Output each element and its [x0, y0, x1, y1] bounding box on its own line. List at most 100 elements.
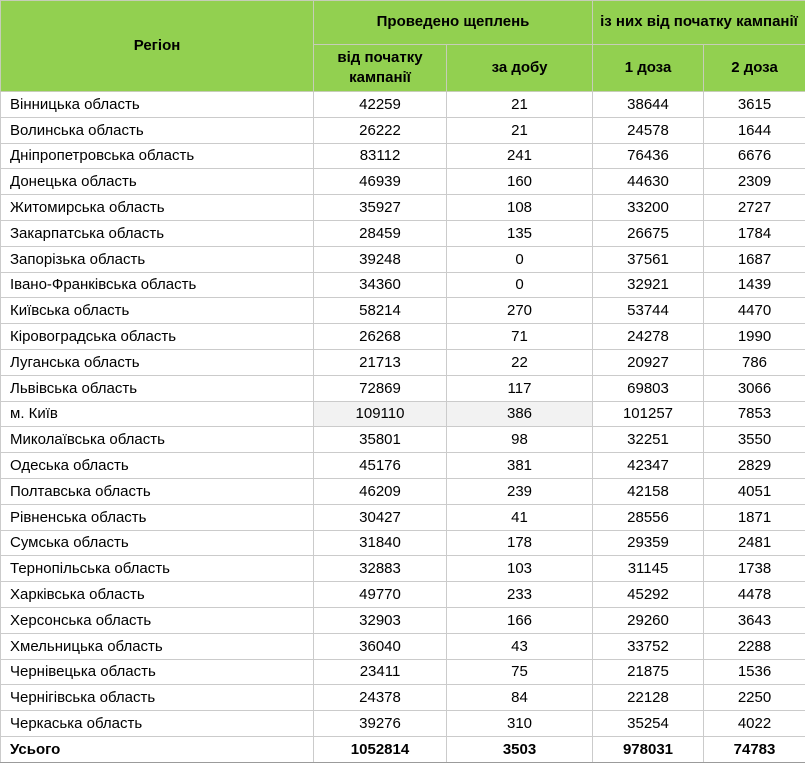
table-row: Рівненська область 30427 41 28556 1871: [0, 503, 805, 531]
per-day-cell: 233: [446, 581, 593, 608]
campaign-total-cell: 21713: [313, 348, 447, 376]
region-cell: Одеська область: [0, 452, 314, 479]
per-day-cell: 270: [446, 297, 593, 325]
dose1-cell: 31145: [592, 555, 704, 583]
table-footer: Усього 1052814 3503 978031 74783: [0, 736, 805, 763]
header-dose2: 2 доза: [703, 44, 805, 92]
per-day-cell: 386: [446, 400, 593, 428]
per-day-cell: 135: [446, 219, 593, 247]
dose2-cell: 1439: [703, 271, 805, 299]
per-day-cell: 98: [446, 426, 593, 454]
region-cell: Рівненська область: [0, 503, 314, 531]
campaign-total-cell: 35801: [313, 426, 447, 454]
table-row: Сумська область 31840 178 29359 2481: [0, 529, 805, 557]
campaign-total-cell: 32903: [313, 606, 447, 634]
region-cell: Львівська область: [0, 374, 314, 402]
per-day-cell: 108: [446, 194, 593, 221]
region-cell: Луганська область: [0, 348, 314, 376]
per-day-cell: 22: [446, 348, 593, 376]
dose2-cell: 2727: [703, 194, 805, 221]
dose2-cell: 786: [703, 348, 805, 376]
table-row: Київська область 58214 270 53744 4470: [0, 297, 805, 325]
region-cell: Черкаська область: [0, 710, 314, 738]
campaign-total-cell: 32883: [313, 555, 447, 583]
dose1-cell: 28556: [592, 503, 704, 531]
campaign-total-cell: 49770: [313, 581, 447, 608]
table-row: Тернопільська область 32883 103 31145 1738: [0, 555, 805, 583]
table-body: Вінницька область 42259 21 38644 3615 Волинсь…: [0, 91, 805, 738]
dose1-cell: 35254: [592, 710, 704, 738]
dose1-cell: 37561: [592, 245, 704, 273]
table-row: Кіровоградська область 26268 71 24278 1990: [0, 323, 805, 350]
table-row: Луганська область 21713 22 20927 786: [0, 348, 805, 376]
region-cell: Дніпропетровська область: [0, 142, 314, 170]
campaign-total-cell: 31840: [313, 529, 447, 557]
region-cell: Київська область: [0, 297, 314, 325]
table-row: Вінницька область 42259 21 38644 3615: [0, 91, 805, 118]
dose1-cell: 45292: [592, 581, 704, 608]
per-day-cell: 71: [446, 323, 593, 350]
table-row: Запорізька область 39248 0 37561 1687: [0, 245, 805, 273]
table-row: Черкаська область 39276 310 35254 4022: [0, 710, 805, 738]
campaign-total-cell: 46939: [313, 168, 447, 196]
table-row: Харківська область 49770 233 45292 4478: [0, 581, 805, 608]
header-since-campaign: від початку кампанії: [313, 44, 447, 92]
dose2-cell: 1784: [703, 219, 805, 247]
table-row: Дніпропетровська область 83112 241 76436 667…: [0, 142, 805, 170]
header-region: Регіон: [0, 0, 314, 92]
region-cell: Чернівецька область: [0, 658, 314, 686]
per-day-cell: 241: [446, 142, 593, 170]
dose2-cell: 6676: [703, 142, 805, 170]
campaign-total-cell: 35927: [313, 194, 447, 221]
total-campaign-value: 1052814: [313, 736, 447, 763]
dose2-cell: 2481: [703, 529, 805, 557]
dose1-cell: 20927: [592, 348, 704, 376]
campaign-total-cell: 28459: [313, 219, 447, 247]
campaign-total-cell: 46209: [313, 477, 447, 505]
campaign-total-cell: 36040: [313, 632, 447, 660]
dose1-cell: 21875: [592, 658, 704, 686]
per-day-cell: 310: [446, 710, 593, 738]
campaign-total-cell: 58214: [313, 297, 447, 325]
region-cell: Івано-Франківська область: [0, 271, 314, 299]
per-day-cell: 21: [446, 116, 593, 144]
table-row: Херсонська область 32903 166 29260 3643: [0, 606, 805, 634]
table-row: Івано-Франківська область 34360 0 32921 1439: [0, 271, 805, 299]
dose2-cell: 1871: [703, 503, 805, 531]
dose1-cell: 29260: [592, 606, 704, 634]
campaign-total-cell: 26222: [313, 116, 447, 144]
campaign-total-cell: 24378: [313, 684, 447, 712]
table-row: Волинська область 26222 21 24578 1644: [0, 116, 805, 144]
per-day-cell: 103: [446, 555, 593, 583]
dose2-cell: 1738: [703, 555, 805, 583]
per-day-cell: 160: [446, 168, 593, 196]
dose2-cell: 4470: [703, 297, 805, 325]
campaign-total-cell: 26268: [313, 323, 447, 350]
campaign-total-cell: 83112: [313, 142, 447, 170]
dose2-cell: 4022: [703, 710, 805, 738]
region-cell: Запорізька область: [0, 245, 314, 273]
per-day-cell: 381: [446, 452, 593, 479]
region-cell: Донецька область: [0, 168, 314, 196]
campaign-total-cell: 109110: [313, 400, 447, 428]
header-dose1: 1 доза: [592, 44, 704, 92]
campaign-total-cell: 23411: [313, 658, 447, 686]
dose1-cell: 22128: [592, 684, 704, 712]
dose2-cell: 3550: [703, 426, 805, 454]
table-row: Чернівецька область 23411 75 21875 1536: [0, 658, 805, 686]
per-day-cell: 75: [446, 658, 593, 686]
dose2-cell: 2288: [703, 632, 805, 660]
dose2-cell: 1644: [703, 116, 805, 144]
table-row: Миколаївська область 35801 98 32251 3550: [0, 426, 805, 454]
dose2-cell: 4051: [703, 477, 805, 505]
dose1-cell: 33200: [592, 194, 704, 221]
dose1-cell: 26675: [592, 219, 704, 247]
region-cell: Житомирська область: [0, 194, 314, 221]
dose1-cell: 101257: [592, 400, 704, 428]
dose2-cell: 3615: [703, 91, 805, 118]
region-cell: Харківська область: [0, 581, 314, 608]
dose2-cell: 3066: [703, 374, 805, 402]
per-day-cell: 178: [446, 529, 593, 557]
header-group-row: Регіон Проведено щеплень із них від поча…: [0, 0, 805, 92]
